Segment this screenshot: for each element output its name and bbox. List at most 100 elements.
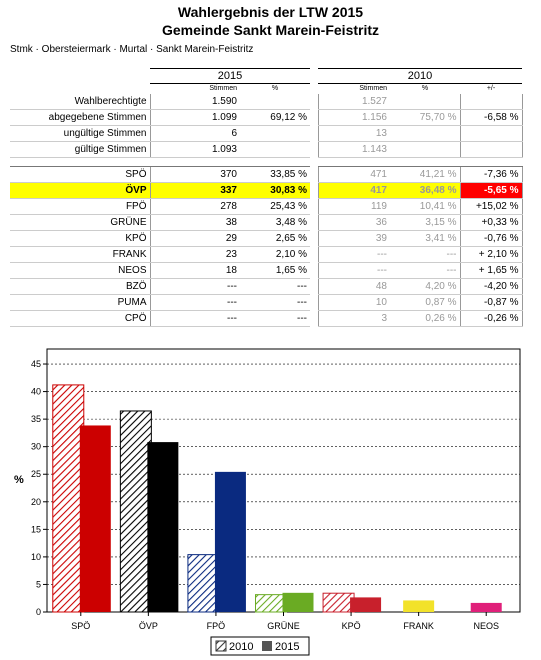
row-label: CPÖ bbox=[10, 310, 150, 327]
y-tick-label: 45 bbox=[31, 359, 41, 369]
diff-value bbox=[459, 125, 523, 142]
pct-2015: 3,48 % bbox=[240, 214, 310, 231]
party-row: KPÖ 29 2,65 % 39 3,41 % -0,76 % bbox=[10, 230, 523, 247]
diff-value: -6,58 % bbox=[459, 109, 523, 126]
party-row: GRÜNE 38 3,48 % 36 3,15 % +0,33 % bbox=[10, 214, 523, 231]
votes-2015: 6 bbox=[149, 125, 240, 142]
diff-value: -5,65 % bbox=[459, 182, 523, 199]
year-2015-header: 2015 bbox=[150, 68, 310, 84]
bar-2015-KPÖ bbox=[350, 597, 382, 612]
pct-2010: 4,20 % bbox=[390, 278, 460, 295]
legend bbox=[210, 636, 310, 656]
summary-row: Wahlberechtigte 1.590 1.527 bbox=[10, 94, 523, 110]
y-tick-label: 15 bbox=[31, 524, 41, 534]
pct-2015: --- bbox=[240, 278, 310, 295]
votes-2015: --- bbox=[149, 294, 240, 311]
votes-2015: 370 bbox=[149, 166, 240, 183]
pct-2015: 33,85 % bbox=[240, 166, 310, 183]
pct-2010 bbox=[390, 125, 460, 142]
diff-value: -7,36 % bbox=[459, 166, 523, 183]
diff-value: -0,76 % bbox=[459, 230, 523, 247]
plot-area bbox=[46, 348, 521, 613]
votes-2010: 39 bbox=[317, 230, 390, 247]
y-axis-label: % bbox=[14, 474, 24, 486]
summary-row: gültige Stimmen 1.093 1.143 bbox=[10, 141, 523, 158]
x-tick-label: FPÖ bbox=[207, 621, 226, 631]
pct-2010: 41,21 % bbox=[390, 166, 460, 183]
col-diff: +/- bbox=[486, 85, 496, 92]
y-tick-label: 30 bbox=[31, 442, 41, 452]
bar-2015-FPÖ bbox=[214, 471, 246, 612]
year-2010-header: 2010 bbox=[318, 68, 522, 84]
pct-2015: 25,43 % bbox=[240, 198, 310, 215]
bar-2015-SPÖ bbox=[79, 425, 111, 612]
row-label: GRÜNE bbox=[10, 214, 150, 231]
votes-2010: --- bbox=[317, 262, 390, 279]
votes-2010: 48 bbox=[317, 278, 390, 295]
x-tick-label: FRANK bbox=[403, 621, 434, 631]
votes-2015: 1.099 bbox=[149, 109, 240, 126]
row-label: abgegebene Stimmen bbox=[10, 109, 150, 126]
votes-2015: 29 bbox=[149, 230, 240, 247]
legend-label-2010: 2010 bbox=[229, 641, 253, 653]
breadcrumb: Stmk · Obersteiermark · Murtal · Sankt M… bbox=[10, 44, 254, 55]
votes-2010: 10 bbox=[317, 294, 390, 311]
party-row: FPÖ 278 25,43 % 119 10,41 % +15,02 % bbox=[10, 198, 523, 215]
row-label: Wahlberechtigte bbox=[10, 94, 150, 110]
bar-2010-SPÖ bbox=[52, 384, 85, 613]
table-header-years: 2015 2010 bbox=[10, 68, 522, 84]
votes-2015: --- bbox=[149, 310, 240, 327]
votes-2015: 23 bbox=[149, 246, 240, 263]
pct-2015 bbox=[240, 141, 310, 158]
row-label: FPÖ bbox=[10, 198, 150, 215]
row-label: BZÖ bbox=[10, 278, 150, 295]
page-subtitle: Gemeinde Sankt Marein-Feistritz bbox=[161, 22, 380, 38]
x-tick-label: ÖVP bbox=[139, 621, 158, 631]
diff-value: -4,20 % bbox=[459, 278, 523, 295]
pct-2010: 3,15 % bbox=[390, 214, 460, 231]
votes-2015: 18 bbox=[149, 262, 240, 279]
pct-2010: 75,70 % bbox=[390, 109, 460, 126]
votes-2015: 38 bbox=[149, 214, 240, 231]
votes-2015: --- bbox=[149, 278, 240, 295]
diff-value: -0,87 % bbox=[459, 294, 523, 311]
party-row: CPÖ --- --- 3 0,26 % -0,26 % bbox=[10, 310, 523, 327]
page-title: Wahlergebnis der LTW 2015 bbox=[177, 4, 364, 20]
table-header-columns: Stimmen % Stimmen % +/- bbox=[10, 84, 522, 95]
pct-2015 bbox=[240, 125, 310, 142]
votes-2010: 471 bbox=[317, 166, 390, 183]
col-stimmen-2010: Stimmen bbox=[359, 85, 387, 92]
pct-2010 bbox=[390, 141, 460, 158]
pct-2010: 10,41 % bbox=[390, 198, 460, 215]
bar-2015-GRÜNE bbox=[282, 592, 314, 612]
bar-2015-NEOS bbox=[470, 602, 502, 612]
party-row: FRANK 23 2,10 % --- --- + 2,10 % bbox=[10, 246, 523, 263]
row-label: NEOS bbox=[10, 262, 150, 279]
pct-2010: --- bbox=[390, 246, 460, 263]
diff-value: + 1,65 % bbox=[459, 262, 523, 279]
pct-2015 bbox=[240, 94, 310, 110]
summary-row: ungültige Stimmen 6 13 bbox=[10, 125, 523, 142]
party-row: BZÖ --- --- 48 4,20 % -4,20 % bbox=[10, 278, 523, 295]
pct-2015: --- bbox=[240, 294, 310, 311]
votes-2010: 3 bbox=[317, 310, 390, 327]
bar-2010-ÖVP bbox=[119, 410, 152, 613]
y-tick-label: 40 bbox=[31, 387, 41, 397]
pct-2015: 30,83 % bbox=[240, 182, 310, 199]
row-label: FRANK bbox=[10, 246, 150, 263]
pct-2015: --- bbox=[240, 310, 310, 327]
y-tick-label: 20 bbox=[31, 497, 41, 507]
party-row: SPÖ 370 33,85 % 471 41,21 % -7,36 % bbox=[10, 166, 523, 183]
y-tick-label: 0 bbox=[36, 607, 41, 617]
bar-2010-FPÖ bbox=[187, 554, 220, 613]
col-pct-2010: % bbox=[421, 85, 429, 92]
pct-2010: --- bbox=[390, 262, 460, 279]
pct-2010: 3,41 % bbox=[390, 230, 460, 247]
col-stimmen-2015: Stimmen bbox=[209, 85, 237, 92]
diff-value bbox=[459, 141, 523, 158]
summary-row: abgegebene Stimmen 1.099 69,12 % 1.156 75,70… bbox=[10, 109, 523, 126]
votes-2015: 337 bbox=[149, 182, 240, 199]
y-tick-label: 5 bbox=[36, 579, 41, 589]
votes-2010: 1.527 bbox=[317, 94, 390, 110]
votes-2010: 119 bbox=[317, 198, 390, 215]
